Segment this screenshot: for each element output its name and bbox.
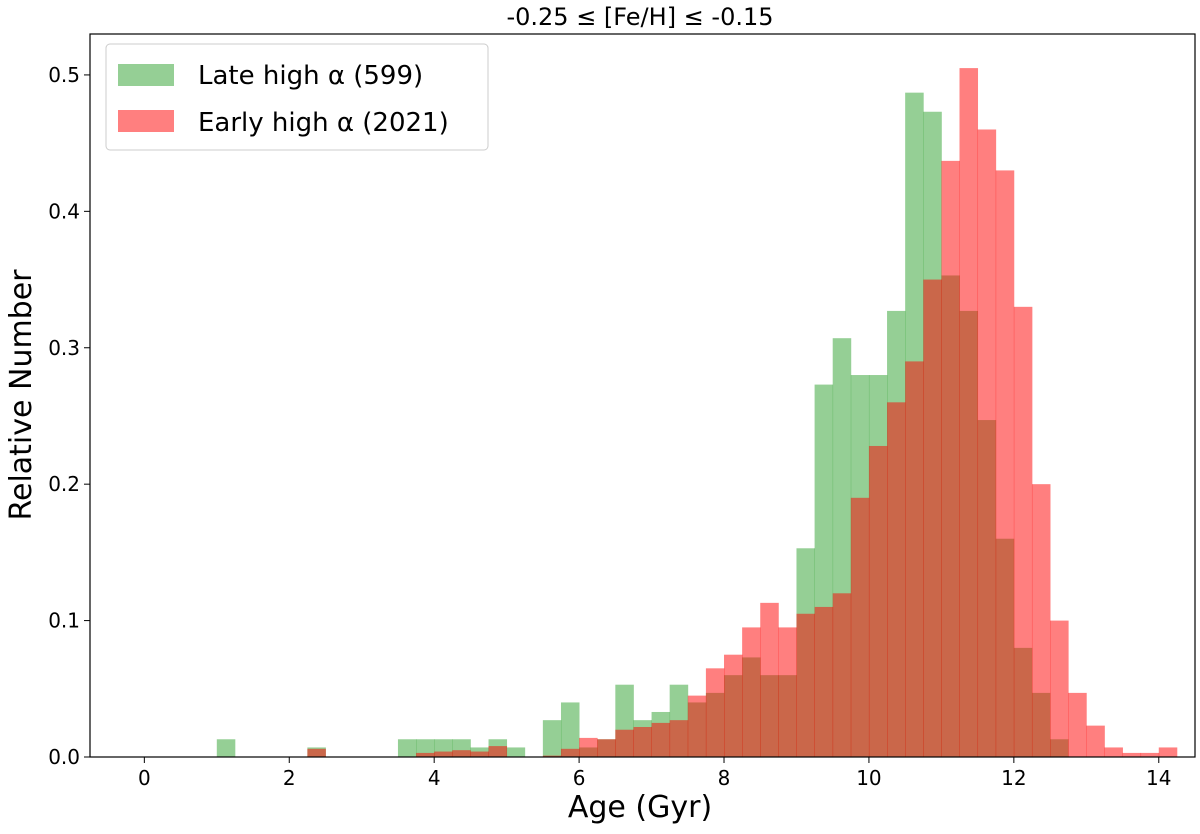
histogram-bar-early [1086, 725, 1105, 757]
histogram-bar-early [633, 726, 652, 757]
histogram-bar-early [850, 497, 870, 757]
legend-label-early: Early high α (2021) [198, 108, 449, 138]
x-axis-label: Age (Gyr) [568, 790, 712, 825]
histogram-bar-early [560, 748, 580, 757]
histogram-bar-early [579, 737, 598, 757]
x-tick-label: 2 [283, 766, 296, 790]
histogram-bar-early [977, 129, 997, 757]
histogram-bar-early [887, 402, 906, 757]
histogram-bar-early [307, 748, 326, 757]
histogram-bar-early [1140, 752, 1160, 757]
y-tick-label: 0.3 [48, 336, 80, 360]
y-tick-label: 0.4 [48, 199, 80, 223]
histogram-bar-early [923, 279, 942, 757]
histogram-bar-early [470, 751, 489, 757]
histogram-bar-early [434, 751, 453, 757]
x-tick-label: 6 [573, 766, 586, 790]
histogram-bar-late [542, 720, 562, 757]
histogram-bar-early [814, 606, 834, 757]
legend-frame [105, 43, 489, 151]
histogram-bar-early [651, 722, 671, 757]
legend: Late high α (599) Early high α (2021) [105, 43, 489, 151]
histogram-bar-early [542, 755, 562, 757]
x-tick-label: 10 [856, 766, 881, 790]
histogram-bar-early [615, 729, 634, 757]
histogram-bar-early [452, 750, 471, 757]
y-tick-label: 0.0 [48, 745, 80, 769]
y-axis-ticks: 0.0 0.1 0.2 0.3 0.4 0.5 [48, 63, 90, 769]
histogram-bar-early [1122, 752, 1142, 757]
histogram-bar-early [1031, 484, 1051, 757]
histogram-bar-early [778, 627, 797, 757]
x-tick-label: 4 [428, 766, 441, 790]
histogram-bar-early [724, 654, 743, 757]
y-axis-label: Relative Number [4, 269, 39, 521]
histogram-bar-early [832, 593, 852, 757]
legend-label-late: Late high α (599) [198, 61, 423, 91]
legend-swatch-early [118, 110, 174, 132]
histogram-bar-early [416, 752, 435, 757]
histogram-bar-late [506, 747, 526, 757]
x-tick-label: 14 [1146, 766, 1171, 790]
early-series-bars [307, 68, 1178, 758]
chart-title: -0.25 ≤ [Fe/H] ≤ -0.15 [506, 3, 773, 31]
y-tick-label: 0.1 [48, 609, 80, 633]
histogram-bar-early [488, 746, 508, 757]
histogram-bar-early [669, 720, 689, 757]
x-tick-label: 8 [718, 766, 731, 790]
legend-swatch-late [118, 64, 174, 86]
histogram-bar-early [1104, 747, 1123, 757]
histogram-bar-late [416, 739, 435, 757]
x-axis-ticks: 0 2 4 6 8 10 12 14 [138, 757, 1171, 790]
histogram-bar-early [687, 695, 707, 757]
histogram-bar-early [941, 160, 960, 758]
histogram-bar-early [905, 361, 924, 757]
histogram-bar-early [742, 627, 761, 757]
histogram-bar-early [1013, 306, 1033, 757]
plot-area-frame [89, 33, 1196, 758]
histogram-bar-early [868, 445, 888, 757]
histogram-bar-early [1068, 692, 1087, 757]
y-tick-label: 0.5 [48, 63, 80, 87]
histogram-bar-early [705, 668, 725, 757]
histogram-bar-early [995, 170, 1015, 757]
y-tick-label: 0.2 [48, 472, 80, 496]
x-tick-label: 12 [1001, 766, 1026, 790]
histogram-bar-early [760, 602, 779, 757]
histogram-bar-late [216, 739, 236, 757]
histogram-bar-early [959, 68, 979, 758]
histogram-bar-late [560, 702, 580, 757]
histogram-bar-late [397, 739, 417, 757]
histogram-bar-early [1158, 747, 1178, 757]
histogram-bar-early [1050, 620, 1069, 757]
x-tick-label: 0 [138, 766, 151, 790]
histogram-bar-early [796, 613, 815, 757]
histogram-bar-early [597, 739, 616, 757]
